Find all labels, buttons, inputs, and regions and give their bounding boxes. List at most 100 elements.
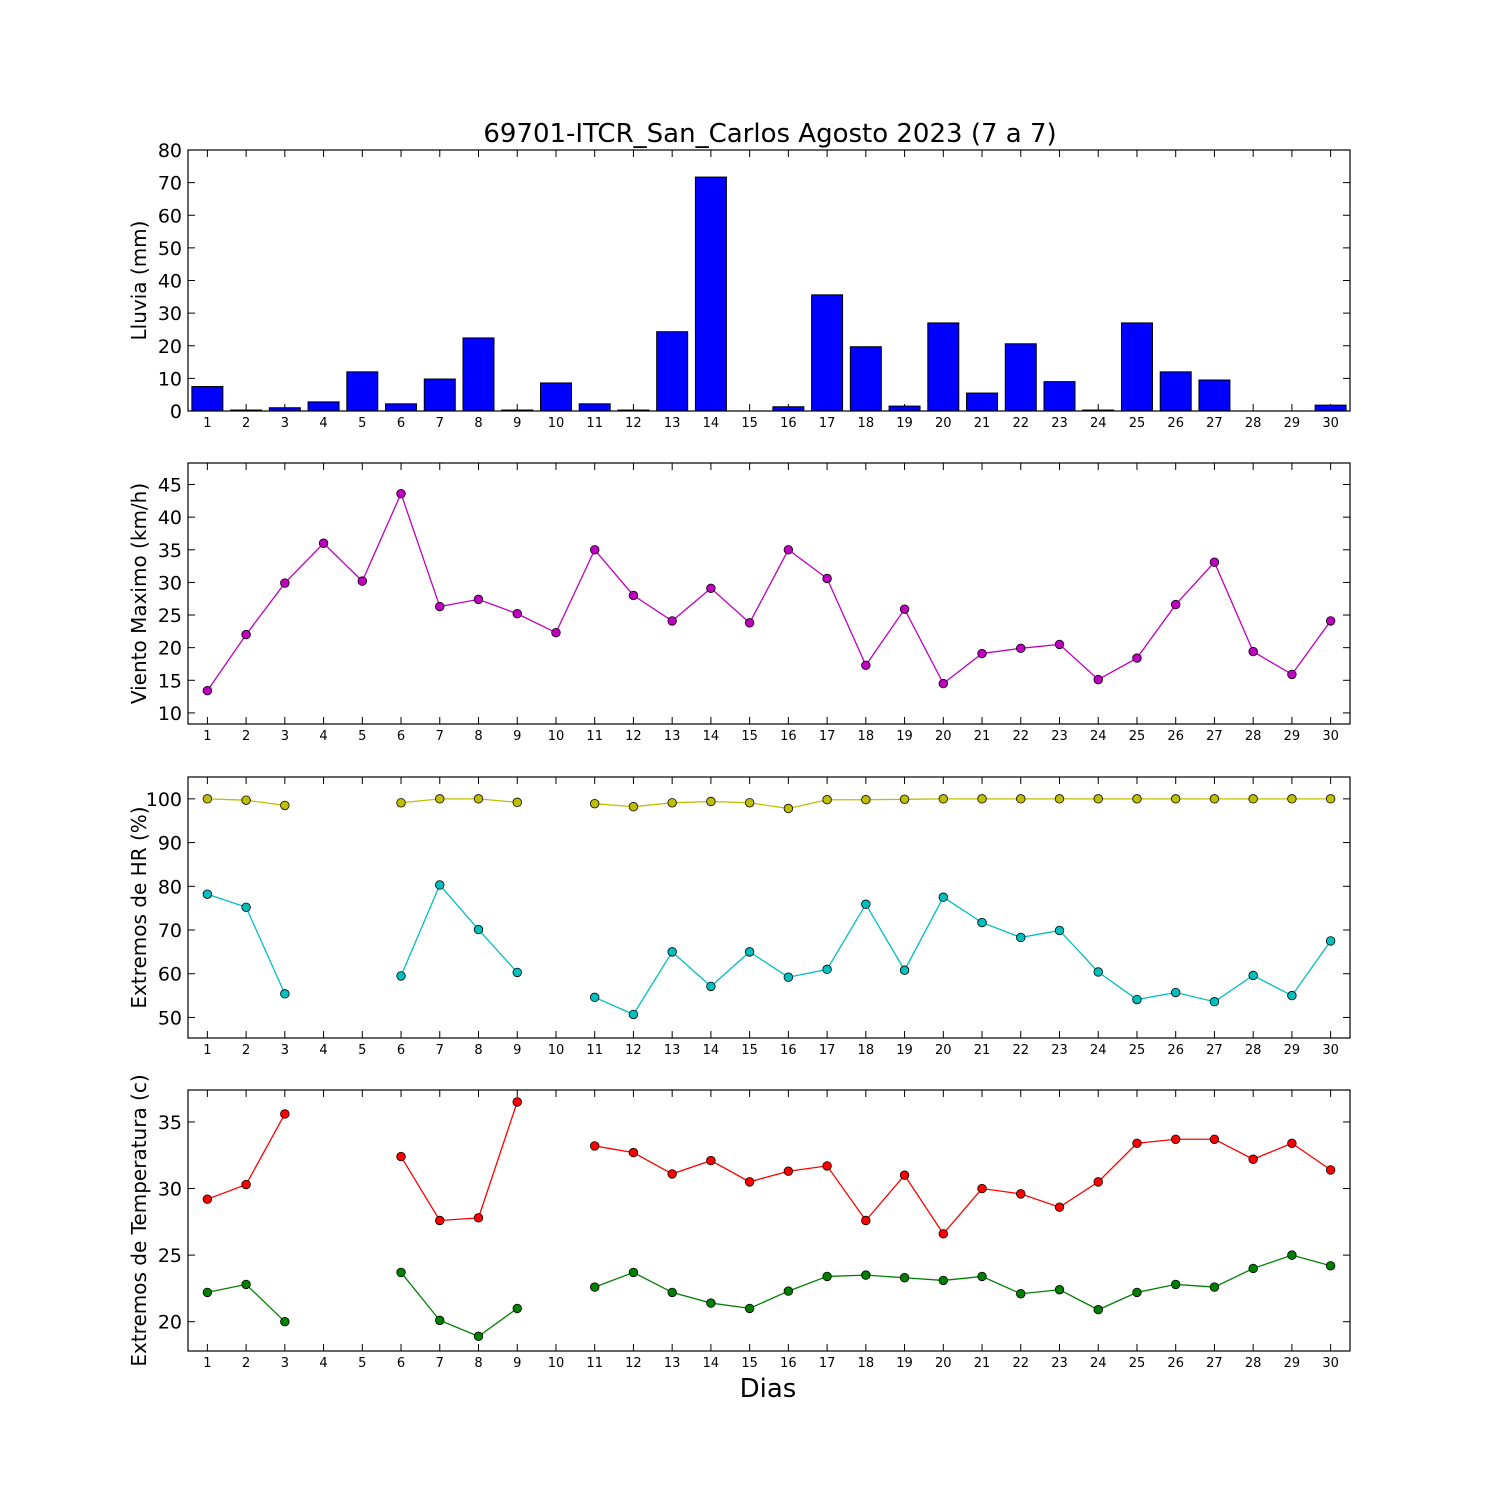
y-tick-label: 25: [158, 1245, 182, 1267]
data-point-day-6: [396, 488, 406, 499]
bar-day-5: [346, 371, 379, 412]
data-point-day-29: [1287, 1138, 1297, 1148]
data-point-day-25: [1132, 994, 1142, 1005]
x-tick-label: 29: [1284, 1356, 1301, 1371]
data-point-day-21: [977, 1271, 987, 1282]
y-tick-label: 20: [158, 336, 182, 358]
bar-day-17: [811, 294, 844, 412]
data-point-day-15: [744, 1303, 755, 1314]
data-point-day-5: [357, 576, 368, 586]
x-tick-label: 28: [1245, 416, 1262, 431]
data-point-day-18: [861, 1215, 871, 1226]
x-tick-label: 14: [703, 1356, 720, 1371]
x-tick-label: 18: [858, 1043, 875, 1058]
x-tick-label: 1: [203, 729, 211, 744]
x-tick-label: 24: [1090, 416, 1107, 431]
data-point-day-29: [1287, 1250, 1297, 1260]
data-point-day-23: [1054, 925, 1065, 936]
data-point-day-20: [938, 794, 949, 804]
data-point-day-17: [822, 1271, 832, 1282]
data-point-day-8: [473, 1213, 484, 1223]
y-tick-label: 35: [158, 1112, 182, 1134]
bar-day-27: [1198, 379, 1231, 412]
x-tick-label: 7: [436, 1356, 444, 1371]
x-tick-label: 9: [513, 1043, 521, 1058]
y-axis-label: Extremos de HR (%): [127, 806, 151, 1008]
x-tick-label: 22: [1012, 1043, 1029, 1058]
x-tick-label: 16: [780, 416, 797, 431]
data-point-day-9: [512, 1097, 522, 1107]
x-tick-label: 14: [703, 1043, 720, 1058]
data-point-day-30: [1325, 1261, 1336, 1271]
data-point-day-26: [1170, 794, 1181, 804]
x-tick-label: 29: [1284, 1043, 1301, 1058]
axes-frame: [187, 1089, 1351, 1352]
data-point-day-28: [1248, 646, 1258, 657]
data-point-day-24: [1093, 674, 1103, 685]
x-tick-label: 1: [203, 1356, 211, 1371]
x-tick-label: 11: [586, 729, 603, 744]
data-point-day-6: [396, 798, 406, 808]
data-point-day-29: [1287, 990, 1297, 1001]
x-tick-label: 1: [203, 1043, 211, 1058]
bar-day-22: [1004, 343, 1037, 412]
y-tick-label: 50: [158, 1007, 182, 1029]
chart-title: 69701-ITCR_San_Carlos Agosto 2023 (7 a 7…: [483, 119, 1056, 149]
data-point-day-27: [1209, 997, 1220, 1007]
data-point-day-7: [435, 794, 445, 804]
y-tick-label: 40: [158, 507, 182, 529]
y-tick-label: 100: [146, 789, 182, 811]
data-point-day-13: [667, 616, 677, 626]
x-tick-label: 24: [1090, 1356, 1107, 1371]
data-point-day-3: [280, 800, 290, 811]
data-point-day-28: [1248, 970, 1258, 981]
x-tick-label: 15: [741, 416, 758, 431]
y-tick-label: 30: [158, 1179, 182, 1201]
y-tick-label: 35: [158, 540, 182, 562]
data-point-day-11: [590, 798, 600, 809]
bar-day-4: [307, 401, 340, 412]
data-point-day-16: [783, 1286, 794, 1296]
bar-day-13: [656, 331, 689, 412]
x-tick-label: 24: [1090, 1043, 1107, 1058]
data-point-day-13: [667, 947, 677, 957]
data-point-day-30: [1325, 794, 1336, 804]
y-axis-label: Lluvia (mm): [127, 221, 151, 341]
data-point-day-21: [977, 917, 987, 928]
x-tick-label: 30: [1322, 416, 1339, 431]
data-point-day-8: [473, 924, 484, 935]
y-tick-label: 60: [158, 205, 182, 227]
x-tick-label: 4: [319, 416, 327, 431]
x-tick-label: 27: [1206, 729, 1223, 744]
data-point-day-2: [241, 1179, 251, 1190]
data-point-day-2: [241, 902, 251, 912]
x-tick-label: 2: [242, 416, 250, 431]
x-tick-label: 28: [1245, 1043, 1262, 1058]
x-tick-label: 21: [974, 416, 991, 431]
data-point-day-18: [861, 795, 871, 805]
data-point-day-27: [1209, 557, 1220, 567]
x-tick-label: 11: [586, 1356, 603, 1371]
data-point-day-3: [280, 989, 290, 999]
data-point-day-7: [435, 601, 445, 612]
data-point-day-2: [241, 629, 251, 640]
x-tick-label: 2: [242, 1356, 250, 1371]
data-point-day-12: [628, 590, 639, 601]
y-tick-label: 60: [158, 964, 182, 986]
data-point-day-15: [744, 947, 755, 957]
x-tick-label: 26: [1167, 416, 1184, 431]
data-point-day-25: [1132, 1287, 1142, 1298]
x-tick-label: 17: [819, 729, 836, 744]
y-tick-label: 70: [158, 173, 182, 195]
data-point-day-18: [861, 899, 871, 909]
data-point-day-9: [512, 1303, 522, 1314]
x-tick-label: 9: [513, 729, 521, 744]
data-point-day-14: [706, 981, 716, 992]
x-tick-label: 6: [397, 729, 405, 744]
data-point-day-17: [822, 573, 832, 584]
data-point-day-29: [1287, 794, 1297, 804]
data-point-day-21: [977, 1183, 987, 1194]
data-point-day-22: [1016, 1189, 1026, 1199]
x-tick-label: 15: [741, 1043, 758, 1058]
data-point-day-25: [1132, 1138, 1142, 1148]
